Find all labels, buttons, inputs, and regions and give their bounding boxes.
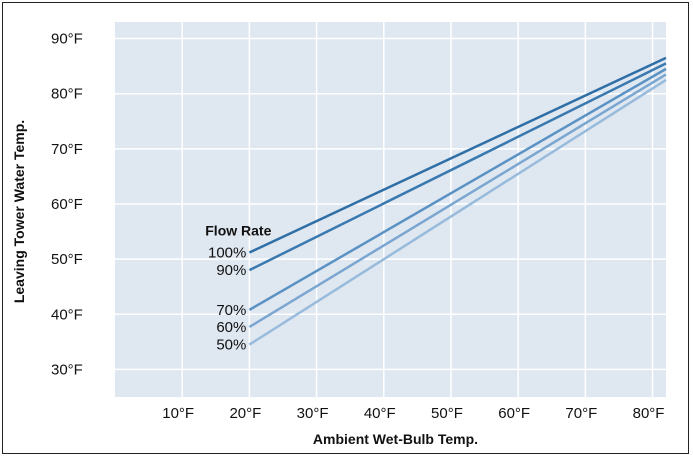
series-label: 60%	[216, 319, 246, 336]
x-tick-label: 60°F	[498, 405, 530, 422]
series-label: 90%	[216, 262, 246, 279]
x-tick-label: 10°F	[162, 405, 194, 422]
legend-title: Flow Rate	[205, 223, 271, 239]
x-tick-label: 20°F	[229, 405, 261, 422]
y-tick-label: 70°F	[51, 141, 83, 158]
y-axis-title: Leaving Tower Water Temp.	[11, 120, 27, 303]
series-line	[248, 67, 667, 311]
series-line	[248, 56, 667, 254]
y-tick-label: 80°F	[51, 86, 83, 103]
series-labels: 100%90% 70%60%50%	[208, 245, 246, 354]
x-tick-label: 30°F	[297, 405, 329, 422]
x-tick-label: 70°F	[565, 405, 597, 422]
y-tick-label: 60°F	[51, 196, 83, 213]
series-label: 50%	[216, 337, 246, 354]
x-axis-title: Ambient Wet-Bulb Temp.	[313, 431, 478, 447]
series-label: 100%	[208, 245, 246, 262]
x-tick-label: 40°F	[364, 405, 396, 422]
y-tick-label: 30°F	[51, 361, 83, 378]
series-line	[248, 73, 667, 329]
y-tick-label: 50°F	[51, 251, 83, 268]
y-tick-label: 40°F	[51, 306, 83, 323]
y-tick-labels: 30°F 40°F 50°F 60°F 70°F 80°F 90°F	[51, 31, 83, 379]
plot-area	[115, 22, 666, 397]
series-label: 70%	[216, 302, 246, 319]
series-line	[248, 78, 667, 346]
series-lines	[248, 56, 667, 346]
grid-lines	[115, 22, 666, 397]
x-tick-label: 50°F	[431, 405, 463, 422]
y-tick-label: 90°F	[51, 31, 83, 48]
series-line	[248, 62, 667, 272]
x-tick-labels: 10°F 20°F 30°F 40°F 50°F 60°F 70°F 80°F	[162, 405, 664, 422]
x-tick-label: 80°F	[633, 405, 665, 422]
